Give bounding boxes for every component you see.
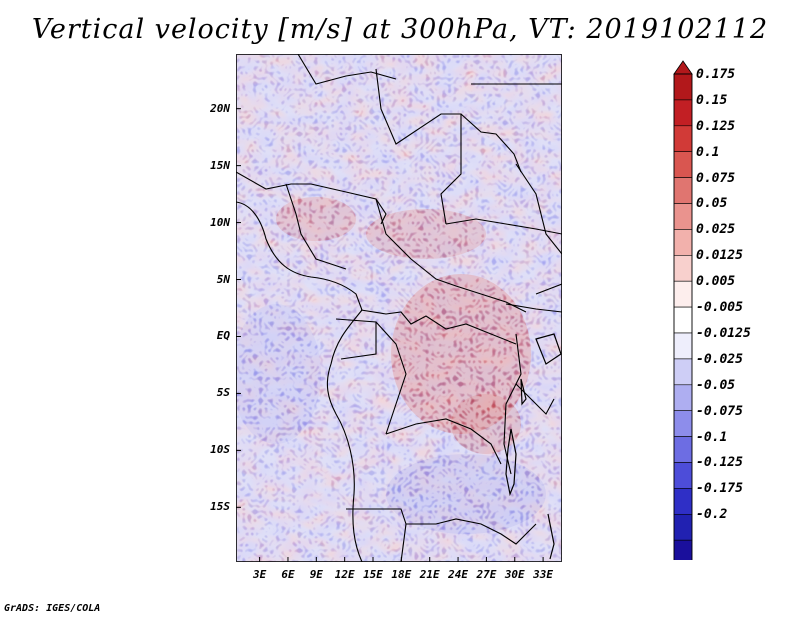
colorbar-label: -0.075 bbox=[696, 403, 743, 419]
lake-kivu bbox=[520, 378, 527, 406]
lat-label: 10N bbox=[210, 215, 230, 229]
lakes bbox=[505, 333, 562, 560]
car-north-border bbox=[375, 198, 527, 313]
great-lakes-border bbox=[515, 383, 555, 415]
colorbar-label: 0.15 bbox=[696, 92, 728, 108]
lon-label: 12E bbox=[334, 568, 355, 581]
map-svg bbox=[236, 54, 562, 562]
colorbar-segment bbox=[673, 488, 693, 515]
lon-label: 30E bbox=[504, 568, 525, 581]
drc-east-border bbox=[503, 333, 522, 475]
lon-label: 18E bbox=[391, 568, 412, 581]
colorbar bbox=[673, 60, 693, 560]
sahel-border bbox=[236, 171, 387, 225]
northern-border-2 bbox=[375, 68, 462, 225]
colorbar-segment bbox=[673, 513, 693, 541]
colorbar-segment bbox=[673, 358, 693, 386]
colorbar-label: -0.025 bbox=[696, 351, 743, 367]
colorbar-segment bbox=[673, 410, 693, 437]
nigeria-border bbox=[285, 183, 347, 270]
colorbar-segment bbox=[673, 436, 693, 463]
colorbar-segment bbox=[673, 203, 693, 230]
field-speckle bbox=[236, 54, 562, 562]
colorbar-segment bbox=[673, 539, 693, 560]
colorbar-label: -0.175 bbox=[696, 481, 743, 497]
map-panel[interactable] bbox=[236, 54, 562, 562]
atlantic-coastline bbox=[236, 201, 363, 562]
colorbar-label: 0.005 bbox=[696, 274, 736, 290]
colorbar-segment bbox=[673, 177, 693, 204]
colorbar-label: -0.2 bbox=[696, 507, 728, 523]
lon-ticks bbox=[259, 557, 544, 562]
coastline-borders bbox=[236, 54, 562, 562]
lon-label: 3E bbox=[252, 568, 267, 581]
northern-border-1 bbox=[297, 54, 397, 85]
lon-label: 15E bbox=[363, 568, 383, 581]
colorbar-label: -0.125 bbox=[696, 455, 743, 471]
lat-label: 5N bbox=[216, 272, 230, 286]
lon-label: 27E bbox=[476, 568, 497, 581]
colorbar-segment bbox=[673, 255, 693, 282]
colorbar-label: -0.005 bbox=[696, 300, 743, 315]
colorbar-label: 0.125 bbox=[696, 118, 736, 134]
colorbar-label: 0.1 bbox=[696, 144, 720, 160]
colorbar-segment bbox=[673, 125, 693, 153]
colorbar-segment bbox=[673, 73, 693, 101]
colorbar-label: 0.175 bbox=[696, 66, 736, 82]
colorbar-segment bbox=[673, 306, 693, 334]
angola-zambia-border bbox=[346, 508, 537, 545]
colorbar-segment bbox=[673, 151, 693, 178]
colorbar-label: 0.075 bbox=[696, 170, 736, 186]
lat-label: 15S bbox=[210, 500, 230, 514]
colorbar-frame bbox=[673, 73, 693, 560]
lon-label: 24E bbox=[448, 568, 468, 581]
lat-label: 15N bbox=[210, 158, 230, 172]
namibia-border bbox=[400, 523, 407, 562]
colorbar-segment bbox=[673, 384, 693, 411]
ethiopia-border bbox=[515, 163, 562, 255]
colorbar-label: -0.0125 bbox=[696, 325, 751, 341]
gabon-border bbox=[335, 318, 377, 360]
chart-title: Vertical velocity [m/s] at 300hPa, VT: 2… bbox=[31, 14, 769, 45]
colorbar-arrow-top bbox=[673, 60, 693, 75]
lon-label: 9E bbox=[309, 568, 323, 581]
northern-border-3 bbox=[460, 113, 522, 173]
uganda-north-border bbox=[505, 303, 562, 313]
colorbar-label: 0.0125 bbox=[696, 248, 743, 264]
colorbar-segment bbox=[673, 229, 693, 256]
colorbar-label: 0.05 bbox=[696, 196, 728, 212]
footer-credit: GrADS: IGES/COLA bbox=[4, 603, 101, 614]
lon-label: 21E bbox=[419, 568, 440, 581]
colorbar-label: -0.1 bbox=[696, 429, 728, 445]
colorbar-segment bbox=[673, 280, 693, 308]
colorbar-segment bbox=[673, 99, 693, 127]
lake-malawi bbox=[547, 513, 555, 560]
lat-label: EQ bbox=[216, 329, 230, 343]
drc-angola-border bbox=[385, 418, 502, 465]
lon-label: 33E bbox=[533, 568, 554, 581]
colorbar-label: 0.025 bbox=[696, 222, 736, 238]
colorbar-segment bbox=[673, 462, 693, 489]
map-frame bbox=[236, 54, 562, 562]
lat-label: 10S bbox=[210, 443, 230, 457]
car-south-border bbox=[360, 309, 517, 345]
lat-label: 5S bbox=[216, 386, 230, 400]
lon-label: 6E bbox=[281, 568, 295, 581]
lake-tanganyika bbox=[505, 428, 517, 497]
lake-victoria bbox=[535, 333, 562, 365]
congo-border bbox=[375, 321, 407, 435]
colorbar-label: -0.05 bbox=[696, 377, 736, 393]
lat-label: 20N bbox=[210, 101, 230, 115]
colorbar-segment bbox=[673, 332, 693, 360]
lat-ticks bbox=[236, 108, 241, 508]
kenya-border bbox=[535, 283, 562, 295]
